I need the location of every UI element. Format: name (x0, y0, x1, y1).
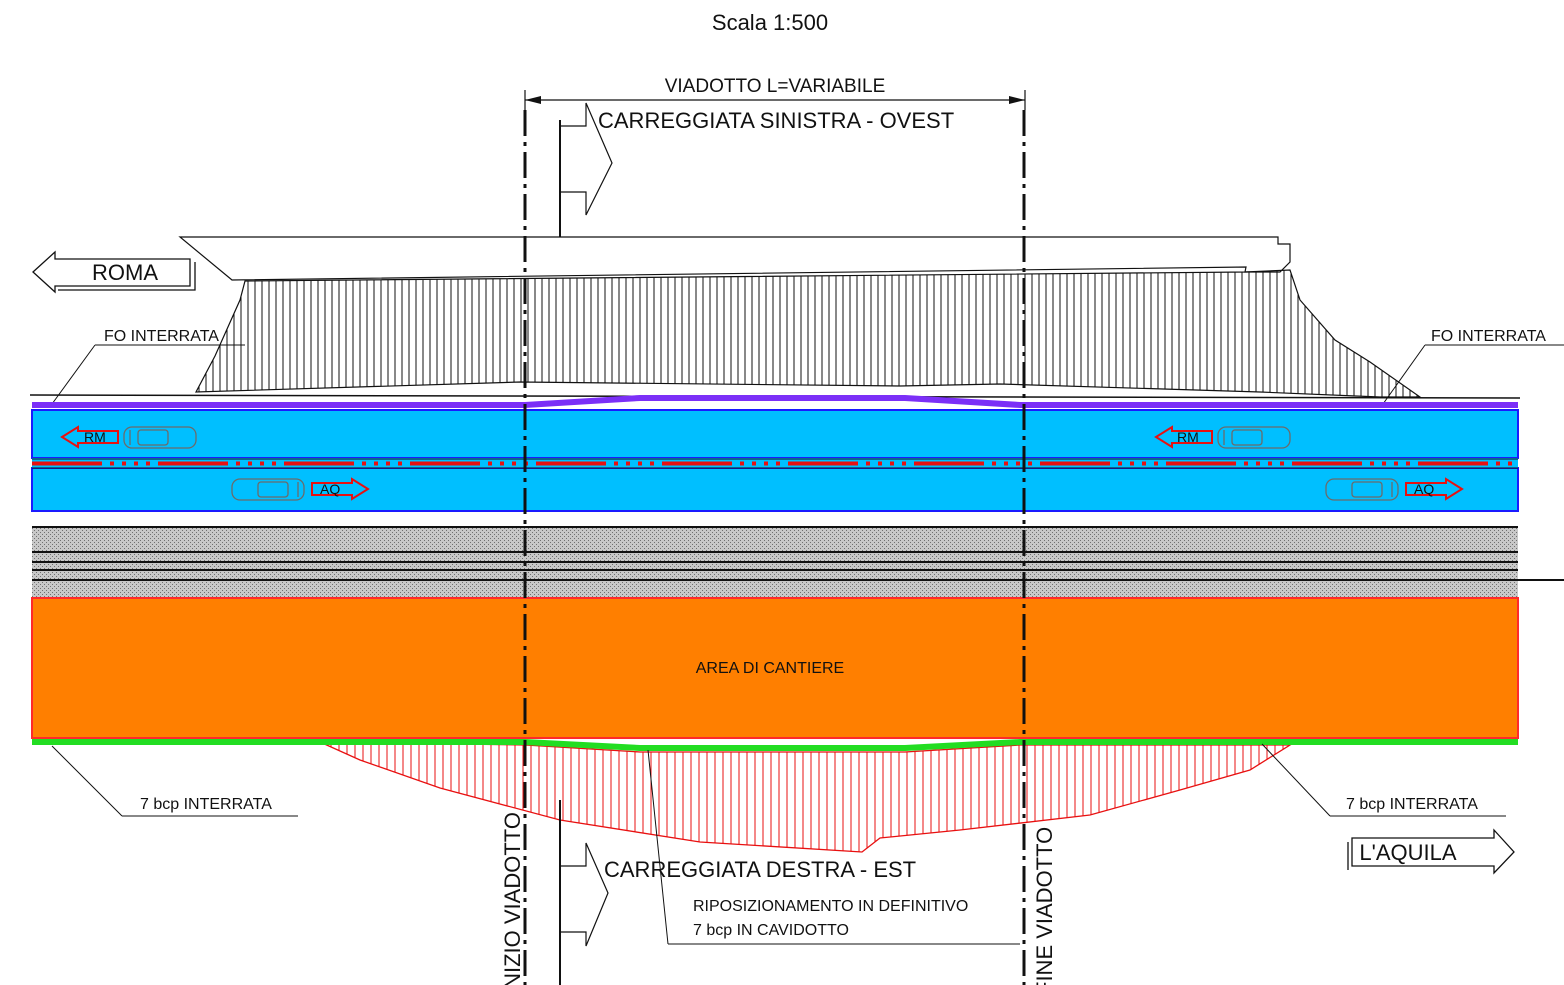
scale-label: Scala 1:500 (712, 10, 828, 35)
viaduct-dimension-label: VIADOTTO L=VARIABILE (665, 76, 886, 97)
car-icon (123, 426, 197, 449)
lane-tag-aq-left: AQ (311, 477, 370, 501)
destination-aquila: L'AQUILA (1359, 840, 1456, 865)
direction-aquila-icon (1347, 828, 1515, 875)
fiber-callout-left (51, 344, 245, 405)
svg-text:AQ: AQ (1414, 481, 1434, 497)
viaduct-end-label: FINE VIADOTTO (1032, 827, 1057, 985)
worksite-area (31, 597, 1519, 739)
relocation-note-line1: RIPOSIZIONAMENTO IN DEFINITIVO (693, 898, 968, 915)
embankment-south (319, 741, 1293, 853)
car-icon (1325, 478, 1399, 501)
section-arrow-east-icon (559, 800, 609, 985)
gravel-band (32, 526, 1564, 597)
lane-tag-rm-left: RM (60, 425, 119, 449)
svg-text:RM: RM (1177, 429, 1199, 445)
viaduct-start-label: INIZIO VIADOTTO (500, 812, 525, 985)
destination-roma: ROMA (92, 260, 158, 285)
relocation-note-line2: 7 bcp IN CAVIDOTTO (693, 922, 849, 939)
cable-label-right: 7 bcp INTERRATA (1346, 796, 1478, 813)
relocation-leader (647, 749, 1020, 945)
fiber-label-left: FO INTERRATA (104, 328, 219, 345)
embankment-north (178, 236, 1422, 398)
fiber-label-right: FO INTERRATA (1431, 328, 1546, 345)
carriageway-west-label: CARREGGIATA SINISTRA - OVEST (598, 108, 954, 133)
lane-tag-rm-right: RM (1154, 425, 1213, 449)
fiber-optic-line (32, 395, 1518, 408)
svg-text:AQ: AQ (320, 481, 340, 497)
direction-roma-icon (32, 250, 196, 294)
carriageway-east-label: CARREGGIATA DESTRA - EST (604, 857, 916, 882)
cable-line (32, 739, 1518, 751)
car-icon (231, 478, 305, 501)
cable-label-left: 7 bcp INTERRATA (140, 796, 272, 813)
highway-lanes (31, 409, 1519, 512)
fiber-callout-right (1382, 344, 1564, 405)
viaduct-dimension (524, 90, 1026, 110)
car-icon (1217, 426, 1291, 449)
cable-callout-right (1261, 743, 1506, 817)
svg-text:RM: RM (84, 429, 106, 445)
worksite-label: AREA DI CANTIERE (696, 660, 844, 677)
cable-callout-left (51, 745, 298, 817)
lane-tag-aq-right: AQ (1405, 477, 1464, 501)
